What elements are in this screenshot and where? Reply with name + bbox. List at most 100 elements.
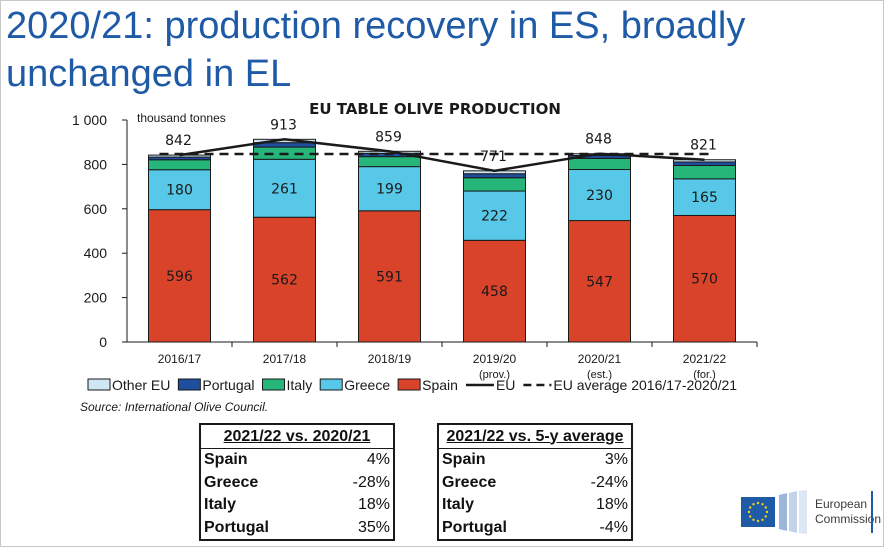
flag-star bbox=[765, 510, 769, 514]
data-label-spain: 562 bbox=[271, 273, 298, 289]
x-tick-label: 2016/17 bbox=[158, 352, 202, 366]
logo-line-2: Commission bbox=[815, 512, 882, 526]
table-row: Italy 18% bbox=[438, 494, 632, 517]
bar-segment-greece bbox=[673, 178, 736, 216]
bar-segment-spain bbox=[568, 220, 631, 343]
x-tick-label: 2020/21 bbox=[578, 352, 622, 366]
slide-title-line-1: 2020/21: production recovery in ES, broa… bbox=[6, 5, 746, 47]
x-tick-label: 2018/19 bbox=[368, 352, 412, 366]
bar-segment-greece bbox=[568, 169, 631, 222]
legend-swatch bbox=[177, 378, 201, 391]
eu-total-label: 859 bbox=[375, 129, 402, 145]
y-tick-label: 1 000 bbox=[72, 112, 107, 128]
legend-label: Other EU bbox=[112, 377, 170, 393]
flag-star bbox=[747, 510, 751, 514]
table-row: Portugal -4% bbox=[438, 517, 632, 541]
flag-star bbox=[752, 518, 755, 521]
eu-total-label: 821 bbox=[690, 138, 717, 154]
change-value: 35% bbox=[357, 518, 390, 536]
logo-line-1: European bbox=[815, 497, 868, 511]
x-tick-sublabel: (est.) bbox=[587, 369, 612, 381]
table-row: Spain 4% bbox=[200, 449, 394, 472]
eu-total-line bbox=[179, 138, 705, 173]
country-name: Greece bbox=[204, 473, 259, 491]
bar-segment-portugal bbox=[463, 173, 526, 179]
legend-swatch bbox=[87, 378, 111, 391]
bar-segment-greece bbox=[148, 169, 211, 211]
comparison-table-five-year-average: 2021/22 vs. 5-y average Spain 3% Greece -24… bbox=[437, 423, 633, 541]
flag-star bbox=[749, 506, 752, 509]
bar-segment-other-eu bbox=[673, 159, 736, 163]
legend-label: EU bbox=[496, 377, 515, 393]
change-value: 18% bbox=[357, 496, 390, 514]
bar-segment-italy bbox=[358, 156, 421, 168]
legend-swatch bbox=[262, 378, 286, 391]
source-note: Source: International Olive Council. bbox=[80, 400, 269, 414]
flag-star bbox=[764, 515, 767, 518]
change-value: -24% bbox=[590, 473, 628, 491]
legend-label: Italy bbox=[287, 377, 313, 393]
flag-star bbox=[764, 506, 767, 509]
x-tick-label: 2021/22 bbox=[683, 352, 727, 366]
data-label-spain: 596 bbox=[166, 269, 193, 285]
bar-segment-greece bbox=[253, 158, 316, 218]
country-name: Spain bbox=[442, 451, 486, 469]
country-name: Portugal bbox=[204, 518, 269, 536]
bar-segment-italy bbox=[673, 165, 736, 180]
legend-label: EU average 2016/17-2020/21 bbox=[553, 377, 737, 393]
data-label-greece: 261 bbox=[271, 181, 298, 197]
table-row: Spain 3% bbox=[438, 449, 632, 472]
table-row: Greece -24% bbox=[438, 472, 632, 495]
legend-swatch bbox=[319, 378, 343, 391]
eu-total-label: 771 bbox=[480, 149, 507, 165]
data-label-spain: 570 bbox=[691, 272, 718, 288]
bar-segment-italy bbox=[568, 157, 631, 171]
y-tick-label: 200 bbox=[84, 290, 108, 306]
table-row: Italy 18% bbox=[200, 494, 394, 517]
data-label-greece: 180 bbox=[166, 183, 193, 199]
data-label-spain: 458 bbox=[481, 284, 508, 300]
eu-flag-icon bbox=[741, 490, 807, 534]
logo-divider bbox=[871, 491, 873, 533]
slide-title: 2020/21: production recovery in ES, broa… bbox=[6, 2, 745, 98]
bar-segment-greece bbox=[463, 190, 526, 241]
logo-wordmark: European Commission bbox=[815, 497, 881, 527]
y-tick-label: 800 bbox=[84, 156, 108, 172]
flag-star bbox=[749, 515, 752, 518]
change-value: 3% bbox=[604, 451, 628, 469]
country-name: Italy bbox=[442, 496, 475, 514]
x-tick-label: 2017/18 bbox=[263, 352, 307, 366]
flag-star bbox=[756, 519, 760, 523]
flag-star bbox=[761, 503, 764, 506]
table-row: Portugal 35% bbox=[200, 517, 394, 541]
change-value: 18% bbox=[595, 496, 628, 514]
eu-total-label: 842 bbox=[165, 133, 192, 149]
data-label-greece: 230 bbox=[586, 188, 613, 204]
olive-production-chart: EU TABLE OLIVE PRODUCTION thousand tonnes… bbox=[72, 100, 758, 393]
comparison-table-previous-year: 2021/22 vs. 2020/21 Spain 4% Greece -28% Ita… bbox=[199, 423, 395, 541]
legend-label: Spain bbox=[422, 377, 458, 393]
change-value: -4% bbox=[599, 518, 628, 536]
data-label-greece: 199 bbox=[376, 182, 403, 198]
bar-segment-spain bbox=[358, 210, 421, 343]
change-value: -28% bbox=[352, 473, 390, 491]
legend-label: Greece bbox=[344, 377, 390, 393]
y-tick-label: 400 bbox=[84, 245, 108, 261]
table-row: Greece -28% bbox=[200, 472, 394, 495]
unit-label: thousand tonnes bbox=[137, 111, 226, 125]
flag-star bbox=[756, 501, 760, 505]
bar-segment-spain bbox=[148, 209, 211, 343]
slide-title-line-2: unchanged in EL bbox=[6, 53, 292, 95]
flag-star bbox=[761, 518, 764, 521]
data-label-spain: 591 bbox=[376, 269, 403, 285]
x-tick-sublabel: (for.) bbox=[693, 369, 716, 381]
change-value: 4% bbox=[366, 451, 390, 469]
eu-total-label: 848 bbox=[585, 132, 612, 148]
data-label-greece: 165 bbox=[691, 190, 718, 206]
bar-segment-spain bbox=[253, 216, 316, 343]
bar-segment-spain bbox=[673, 214, 736, 343]
bar-segment-spain bbox=[463, 239, 526, 343]
data-label-spain: 547 bbox=[586, 274, 613, 290]
bar-segment-other-eu bbox=[148, 154, 211, 158]
chart-title: EU TABLE OLIVE PRODUCTION bbox=[309, 100, 561, 118]
